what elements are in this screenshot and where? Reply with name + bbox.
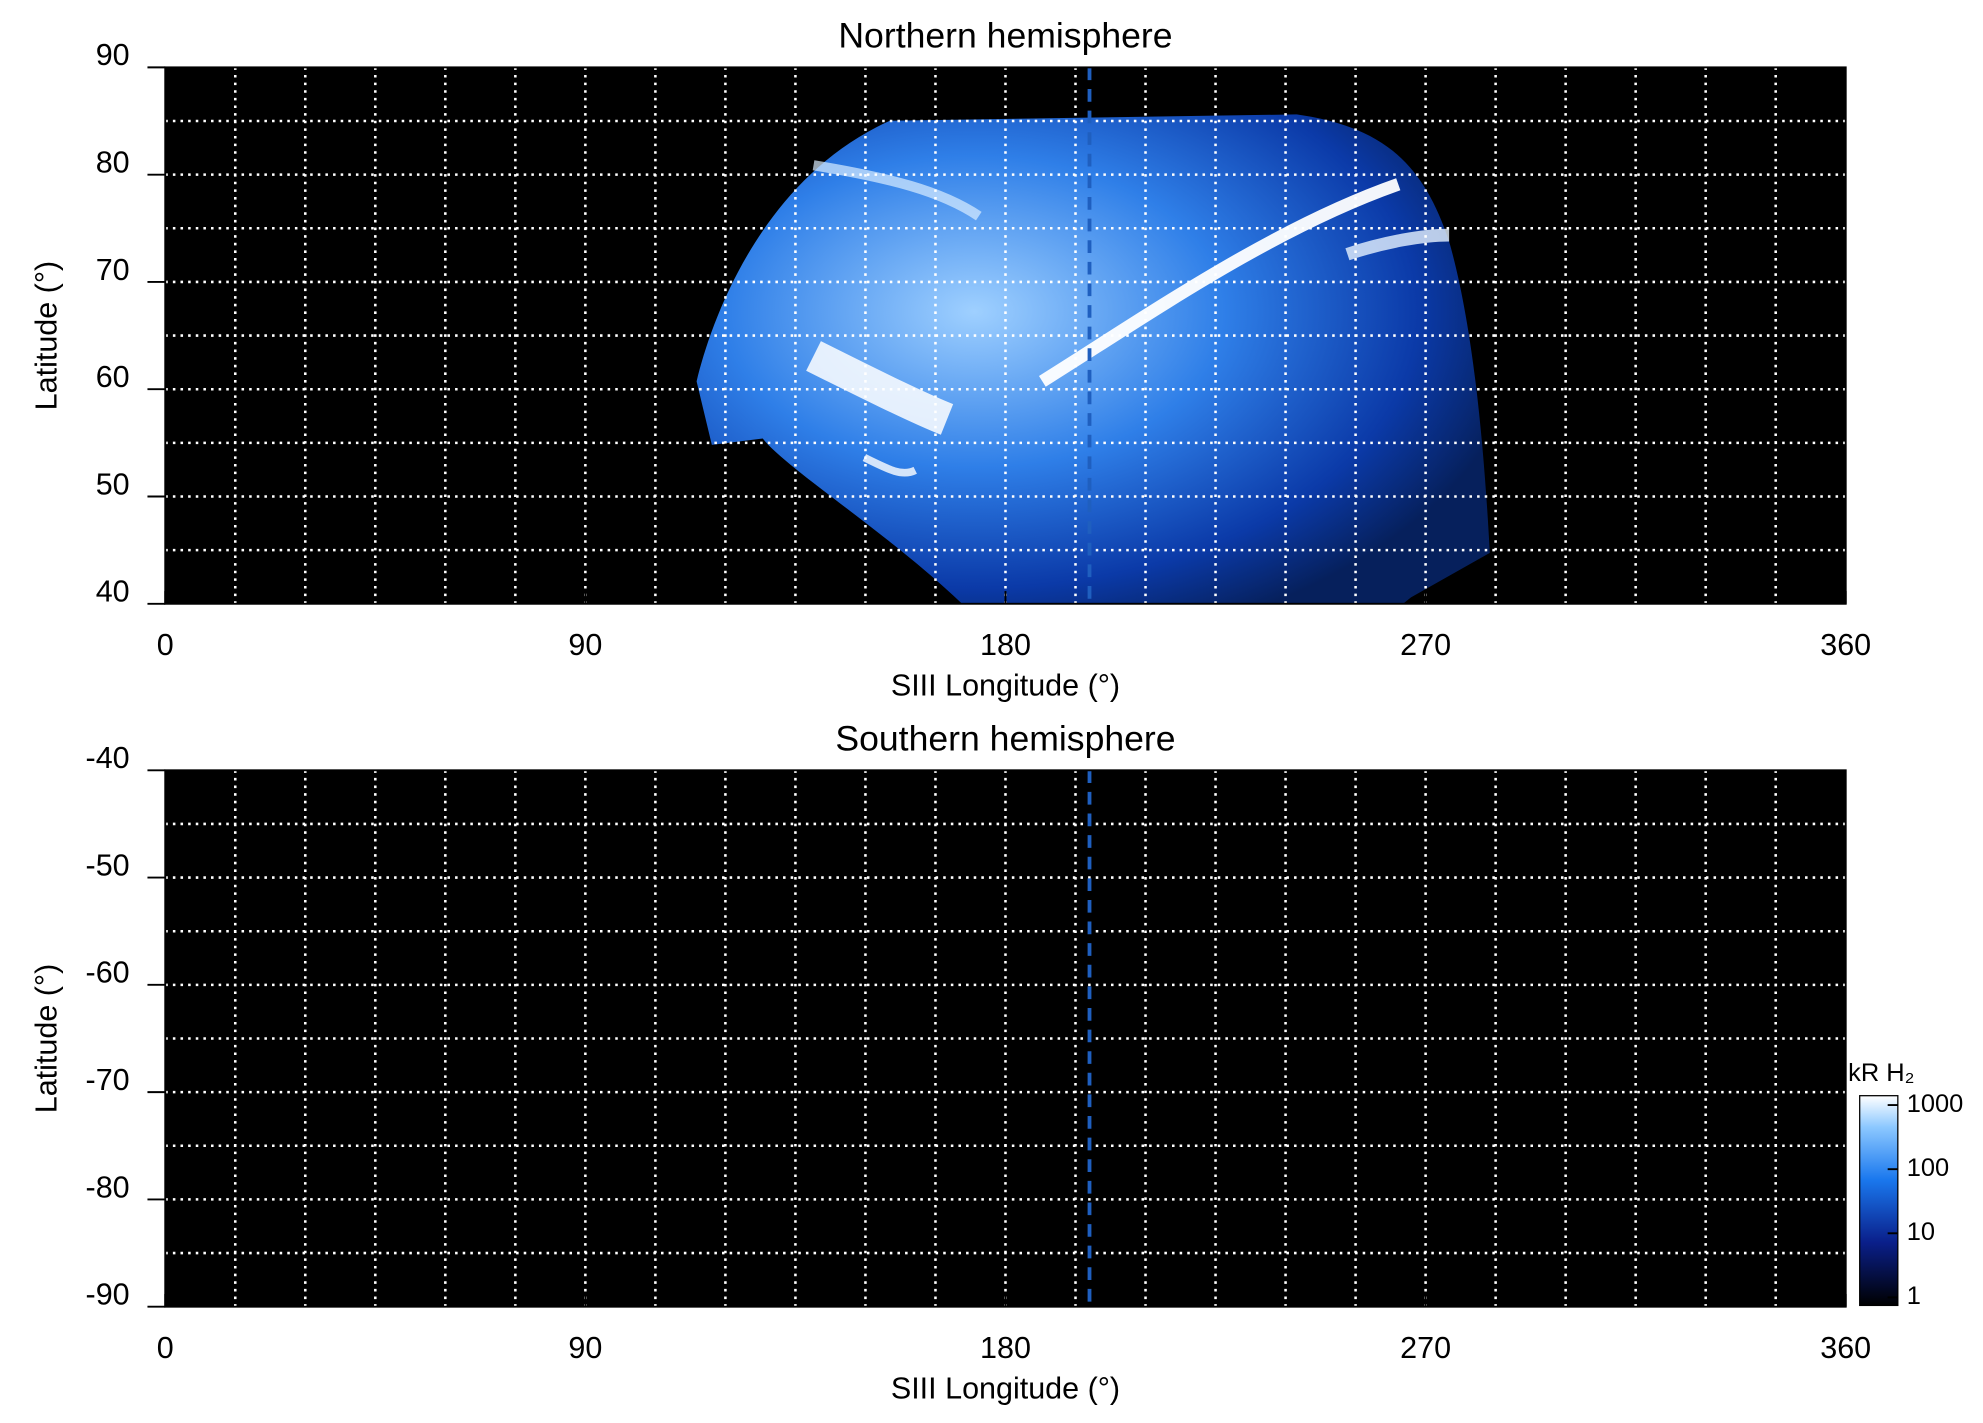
y-tick-label: 50 — [96, 467, 130, 501]
colorbar-tick-label: 1000 — [1907, 1090, 1964, 1118]
colorbar-tick-label: 100 — [1907, 1154, 1949, 1182]
y-tick-label: -90 — [86, 1278, 130, 1312]
x-tick-label: 180 — [980, 628, 1031, 662]
y-axis-label: Latitude (°) — [29, 964, 63, 1114]
y-axis-label: Latitude (°) — [29, 261, 63, 411]
y-tick-label: 60 — [96, 360, 130, 394]
x-tick-label: 360 — [1820, 1331, 1871, 1365]
x-tick-label: 270 — [1400, 628, 1451, 662]
panel-title: Southern hemisphere — [835, 718, 1175, 758]
x-axis-label: SIII Longitude (°) — [891, 669, 1120, 703]
emission-image — [696, 114, 1490, 604]
colorbar-tick-label: 10 — [1907, 1218, 1935, 1246]
y-tick-label: 90 — [96, 38, 130, 72]
y-tick-label: -70 — [86, 1063, 130, 1097]
colorbar-label: kR H₂ — [1848, 1059, 1914, 1087]
y-tick-label: 80 — [96, 146, 130, 180]
x-axis-label: SIII Longitude (°) — [891, 1372, 1120, 1406]
y-tick-label: 70 — [96, 253, 130, 287]
y-tick-label: -50 — [86, 848, 130, 882]
colorbar — [1859, 1095, 1899, 1307]
x-tick-label: 90 — [568, 628, 602, 662]
colorbar-tick-label: 1 — [1907, 1282, 1921, 1310]
y-tick-label: -60 — [86, 956, 130, 990]
x-tick-label: 90 — [568, 1331, 602, 1365]
x-tick-label: 270 — [1400, 1331, 1451, 1365]
y-tick-label: 40 — [96, 575, 130, 609]
panel-title: Northern hemisphere — [838, 16, 1172, 56]
x-tick-label: 360 — [1820, 628, 1871, 662]
y-tick-label: -80 — [86, 1170, 130, 1204]
x-tick-label: 0 — [157, 1331, 174, 1365]
x-tick-label: 0 — [157, 628, 174, 662]
y-tick-label: -40 — [86, 741, 130, 775]
x-tick-label: 180 — [980, 1331, 1031, 1365]
